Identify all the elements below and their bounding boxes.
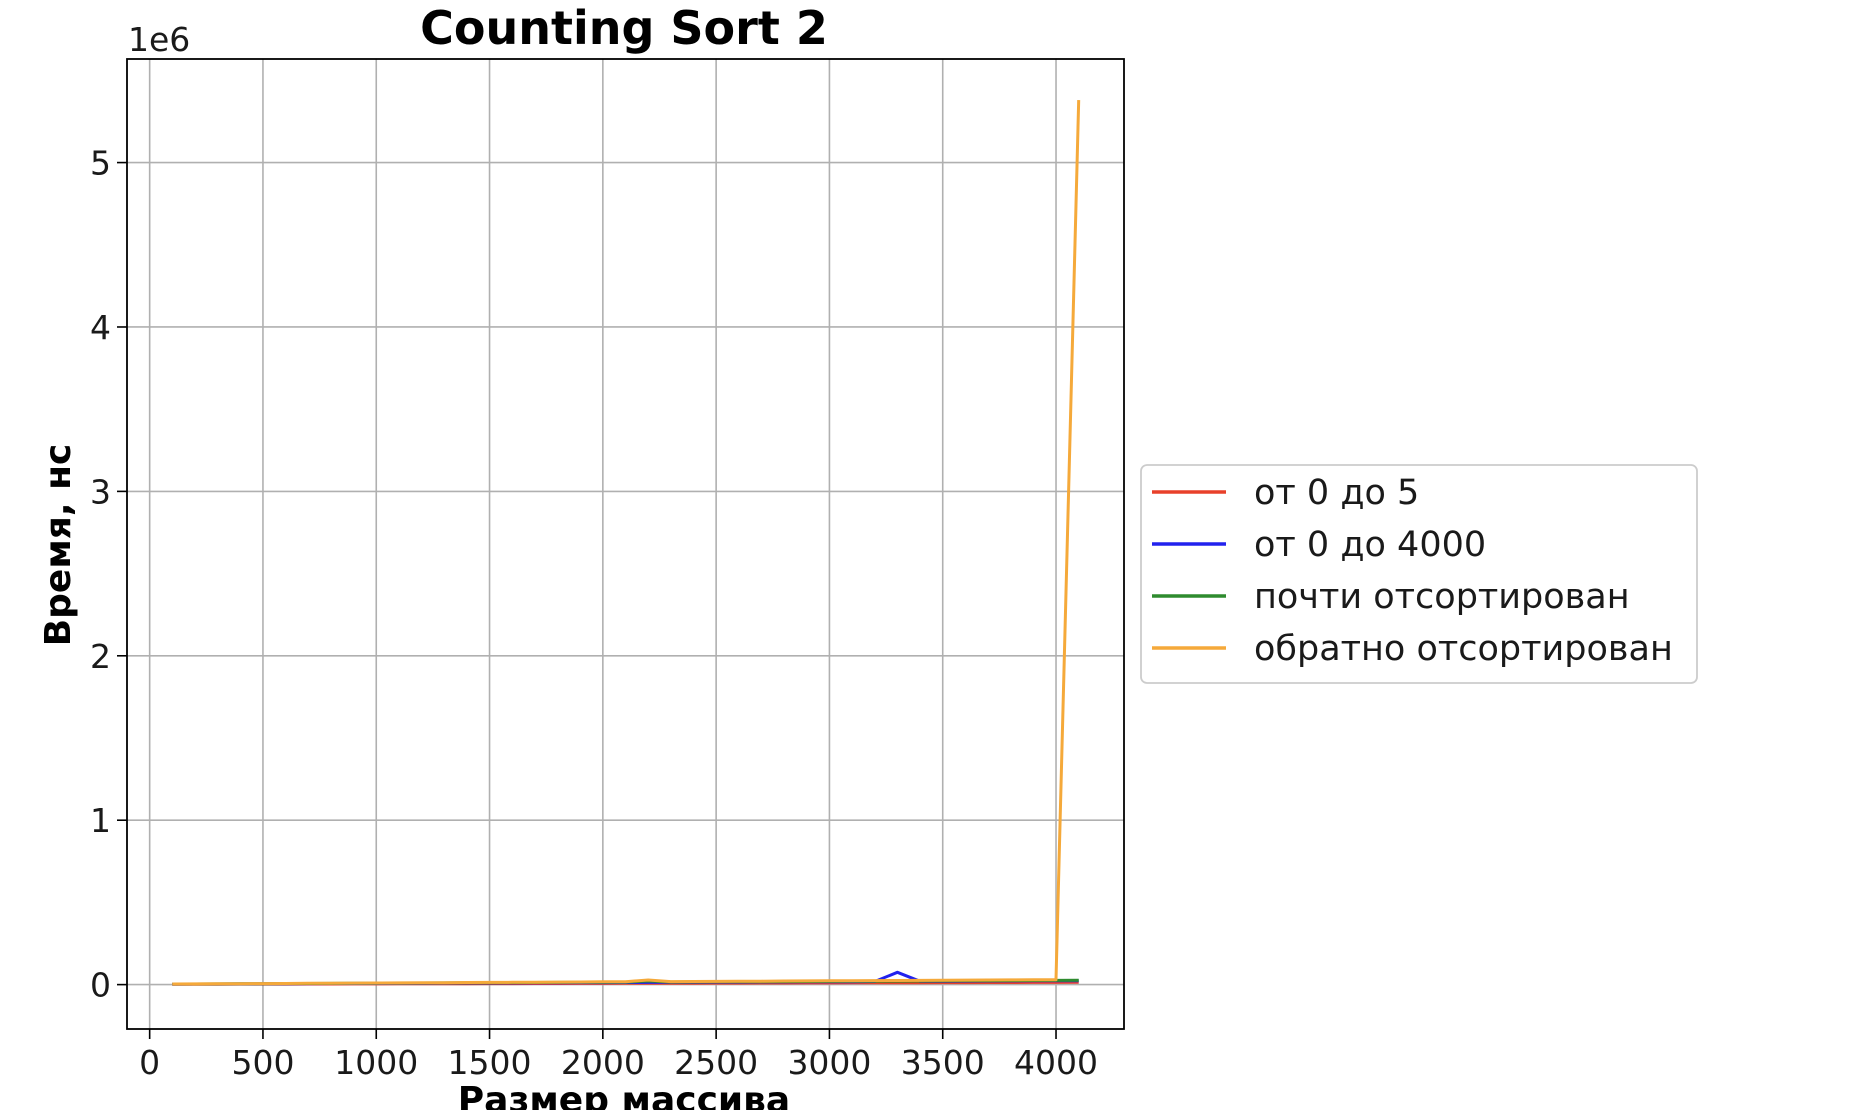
x-tick-label: 500 [231,1043,294,1082]
legend: от 0 до 5 от 0 до 4000 почти отсортирован о… [1140,464,1698,684]
legend-label: от 0 до 4000 [1254,525,1486,565]
ticks: 0 500 1000 1500 2000 2500 3000 3500 4000 0 1 2 3 4 5 [90,144,1098,1082]
y-tick-label: 1 [90,801,111,840]
series-lines [172,100,1081,986]
y-tick-label: 0 [90,966,111,1005]
y-tick-label: 3 [90,472,111,511]
y-offset-text: 1e6 [128,20,190,59]
y-axis-label: Время, нс [38,444,79,647]
legend-box [1140,464,1698,684]
x-tick-label: 3500 [901,1043,985,1082]
x-tick-label: 0 [139,1043,160,1082]
grid [127,59,1124,1029]
x-tick-label: 3000 [787,1043,871,1082]
x-tick-label: 1000 [334,1043,418,1082]
y-tick-label: 4 [90,308,111,347]
legend-label: обратно отсортирован [1254,629,1673,669]
plot-frame [126,58,1125,1030]
series-line-4 [172,100,1081,986]
x-tick-label: 2500 [674,1043,758,1082]
x-tick-label: 4000 [1014,1043,1098,1082]
y-tick-label: 5 [90,144,111,183]
x-tick-label: 1500 [448,1043,532,1082]
chart-title: Counting Sort 2 [420,1,828,55]
legend-label: почти отсортирован [1254,577,1630,617]
legend-label: от 0 до 5 [1254,473,1419,513]
y-tick-label: 2 [90,637,111,676]
x-tick-label: 2000 [561,1043,645,1082]
x-axis-label: Размер массива [458,1080,790,1110]
